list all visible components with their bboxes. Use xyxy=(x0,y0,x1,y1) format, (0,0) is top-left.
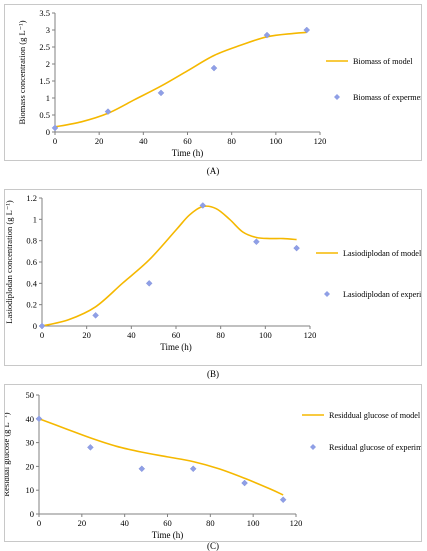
y-tick-label: 0 xyxy=(30,509,34,519)
data-point-experiment xyxy=(87,444,94,451)
y-axis-label: Lasiodiplodan concentration (g L⁻¹) xyxy=(5,200,14,324)
x-tick-label: 0 xyxy=(37,518,41,528)
x-axis-label: Time (h) xyxy=(152,530,183,540)
data-point-experiment xyxy=(279,496,287,504)
x-tick-label: 20 xyxy=(95,136,104,146)
x-tick-label: 0 xyxy=(40,330,44,340)
data-point-experiment xyxy=(38,322,46,330)
data-point-experiment xyxy=(293,244,300,252)
data-point-experiment xyxy=(92,312,99,319)
legend-label: Residdual glucose of model xyxy=(329,411,421,420)
chart-panel-a: 0 0.5 1 1.5 2 2.5 3 3.5 0 20 40 60 80 100 120 Time (h) B… xyxy=(4,4,427,161)
y-tick-label: 3 xyxy=(46,25,50,35)
data-point-experiment xyxy=(303,26,311,34)
x-tick-label: 20 xyxy=(78,518,87,528)
y-axis-label: Residual glucose (g L⁻¹) xyxy=(5,412,11,496)
y-tick-label: 0.8 xyxy=(26,236,37,246)
data-point-experiment xyxy=(157,89,165,97)
x-tick-label: 100 xyxy=(269,136,282,146)
y-tick-label: 3.5 xyxy=(39,8,50,18)
x-tick-label: 120 xyxy=(314,136,327,146)
legend-label: Lasiodiplodan of model xyxy=(343,249,421,258)
data-point-experiment xyxy=(145,280,153,287)
x-tick-label: 40 xyxy=(139,136,148,146)
x-tick-label: 120 xyxy=(290,518,303,528)
y-tick-label: 30 xyxy=(26,438,35,448)
y-tick-label: 2 xyxy=(46,59,50,69)
y-tick-label: 0 xyxy=(46,127,50,137)
y-tick-label: 0.6 xyxy=(26,257,37,267)
y-tick-label: 20 xyxy=(26,461,35,471)
y-tick-label: 0.5 xyxy=(39,110,50,120)
panel-label-c: (C) xyxy=(207,541,219,551)
data-point-experiment xyxy=(138,465,146,473)
series-line-model xyxy=(54,31,307,128)
data-point-experiment xyxy=(210,64,218,72)
y-tick-label: 1.5 xyxy=(39,76,50,86)
x-tick-label: 100 xyxy=(247,518,260,528)
x-axis-label: Time (h) xyxy=(172,148,203,158)
legend-label: Residual glucose of experiments xyxy=(329,443,421,452)
x-tick-label: 60 xyxy=(172,330,181,340)
y-tick-label: 0 xyxy=(33,321,37,331)
data-point-experiment xyxy=(241,479,248,487)
y-tick-label: 1 xyxy=(46,93,50,103)
legend-marker-swatch xyxy=(334,94,340,100)
legend-marker-swatch xyxy=(324,291,330,297)
x-tick-label: 0 xyxy=(53,136,57,146)
y-tick-label: 0.4 xyxy=(26,278,37,288)
panel-label-a: (A) xyxy=(206,166,220,176)
x-tick-label: 80 xyxy=(227,136,236,146)
y-tick-label: 1 xyxy=(33,214,37,224)
legend-label: Biomass of experments xyxy=(353,93,421,102)
x-tick-label: 40 xyxy=(120,518,129,528)
chart-a-svg: 0 0.5 1 1.5 2 2.5 3 3.5 0 20 40 60 80 100 120 Time (h) B… xyxy=(17,8,427,158)
data-point-experiment xyxy=(199,202,207,209)
y-tick-label: 50 xyxy=(26,390,35,400)
legend-label: Biomass of model xyxy=(353,57,413,66)
legend-label: Lasiodiplodan of experiments xyxy=(343,290,421,299)
x-tick-label: 60 xyxy=(183,136,192,146)
chart-b-svg: 0 0.2 0.4 0.6 0.8 1 1.2 0 20 40 60 80 100 120 Time (h)… xyxy=(4,193,427,352)
chart-panel-b: 0 0.2 0.4 0.6 0.8 1 1.2 0 20 40 60 80 100 120 Time (h)… xyxy=(4,189,427,366)
x-tick-label: 80 xyxy=(216,330,225,340)
y-tick-label: 10 xyxy=(26,485,35,495)
series-line-model xyxy=(41,205,297,327)
y-tick-label: 2.5 xyxy=(39,42,50,52)
x-tick-label: 120 xyxy=(304,330,317,340)
x-tick-label: 20 xyxy=(82,330,91,340)
data-point-experiment xyxy=(253,238,260,246)
series-line-model xyxy=(38,418,284,496)
chart-c-svg: 0 10 20 30 40 50 0 20 40 60 80 100 120 Time (h) Residu… xyxy=(1,390,427,540)
x-tick-label: 40 xyxy=(127,330,136,340)
data-point-experiment xyxy=(35,415,43,423)
data-point-experiment xyxy=(51,124,59,132)
x-tick-label: 80 xyxy=(206,518,215,528)
data-point-experiment xyxy=(104,108,112,115)
y-axis-label: Biomass concentration (g L⁻¹) xyxy=(17,20,27,124)
y-tick-label: 40 xyxy=(26,414,35,424)
data-point-experiment xyxy=(263,31,271,39)
x-tick-label: 100 xyxy=(259,330,272,340)
x-tick-label: 60 xyxy=(163,518,172,528)
legend-marker-swatch xyxy=(310,444,316,450)
data-point-experiment xyxy=(189,465,197,473)
x-axis-label: Time (h) xyxy=(160,342,191,352)
y-tick-label: 0.2 xyxy=(26,300,37,310)
panel-label-b: (B) xyxy=(207,369,219,379)
y-tick-label: 1.2 xyxy=(26,193,37,203)
chart-panel-c: 0 10 20 30 40 50 0 20 40 60 80 100 120 Time (h) Residu… xyxy=(1,384,427,542)
